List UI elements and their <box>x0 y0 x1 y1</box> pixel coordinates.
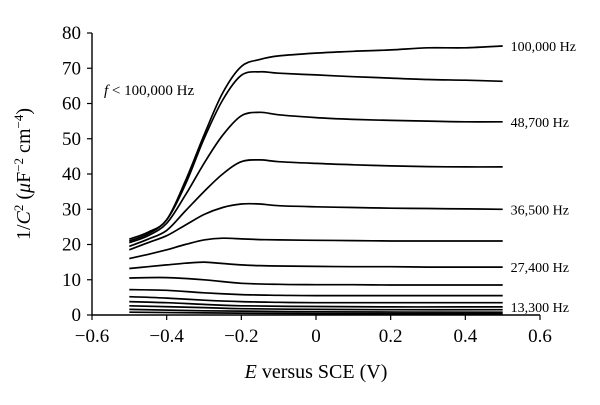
series-line-1 <box>128 70 503 242</box>
series-line-3 <box>128 158 503 248</box>
y-axis-main: 1/ <box>13 224 35 240</box>
y-axis-mu: μ <box>13 183 35 194</box>
series-line-13 <box>129 311 503 315</box>
series-label: 100,000 Hz <box>511 40 576 55</box>
series-layer <box>128 45 503 315</box>
x-tick-label: −0.4 <box>149 326 184 347</box>
x-tick-label: 0.4 <box>453 326 477 347</box>
series-line-7 <box>129 276 503 286</box>
series-labels: 100,000 Hz 48,700 Hz 36,500 Hz 27,400 Hz 13,… <box>511 40 576 316</box>
y-axis-sup3: −4 <box>11 114 26 128</box>
y-tick-label: 30 <box>62 199 81 220</box>
series-line-10 <box>129 300 503 308</box>
y-axis-sup: 2 <box>11 205 26 212</box>
x-axis-title: E versus SCE (V) <box>244 361 388 383</box>
series-line-8 <box>129 288 503 297</box>
x-tick-label: −0.6 <box>75 326 109 347</box>
x-tick-label: 0 <box>311 326 321 347</box>
series-line-12 <box>129 308 503 314</box>
x-tick-label: 0.2 <box>379 326 403 347</box>
x-axis-var: E <box>244 361 257 383</box>
x-tick-label: −0.2 <box>224 326 258 347</box>
y-tick-label: 20 <box>62 235 81 256</box>
y-tick-label: 50 <box>62 129 81 150</box>
frequency-annotation: f < 100,000 Hz <box>104 83 194 99</box>
series-line-2 <box>129 111 503 244</box>
series-label: 27,400 Hz <box>511 261 569 276</box>
x-tick-label: 0.6 <box>528 326 552 347</box>
series-line-6 <box>129 261 503 270</box>
y-axis-open: ( <box>13 193 35 205</box>
series-label: 36,500 Hz <box>511 203 569 218</box>
series-line-11 <box>129 304 503 311</box>
annotation-var: f <box>104 83 110 99</box>
y-tick-label: 70 <box>62 58 81 79</box>
y-axis-cm: cm <box>13 128 35 158</box>
series-label: 13,300 Hz <box>511 301 569 316</box>
y-tick-label: 10 <box>62 270 81 291</box>
series-line-5 <box>129 237 503 260</box>
y-tick-label: 40 <box>62 164 81 185</box>
x-axis-rest: versus SCE (V) <box>257 361 388 383</box>
annotation-rest: < 100,000 Hz <box>108 83 194 99</box>
ticks-layer: −0.6 −0.4 −0.2 0 0.2 0.4 0.6 0 10 20 30 40 50 60 70 80 <box>62 23 552 347</box>
series-line-4 <box>128 202 503 251</box>
y-axis-close: ) <box>13 108 35 115</box>
y-axis-f: F <box>13 172 35 183</box>
y-axis-sup2: −2 <box>11 158 26 172</box>
series-line-9 <box>129 295 503 304</box>
series-label: 48,700 Hz <box>511 116 569 131</box>
y-axis-title: 1/C2 (μF−2 cm−4) <box>11 108 36 240</box>
y-tick-label: 0 <box>72 305 82 326</box>
y-axis-var: C <box>13 210 35 224</box>
y-tick-label: 60 <box>62 94 81 115</box>
y-tick-label: 80 <box>62 23 81 44</box>
